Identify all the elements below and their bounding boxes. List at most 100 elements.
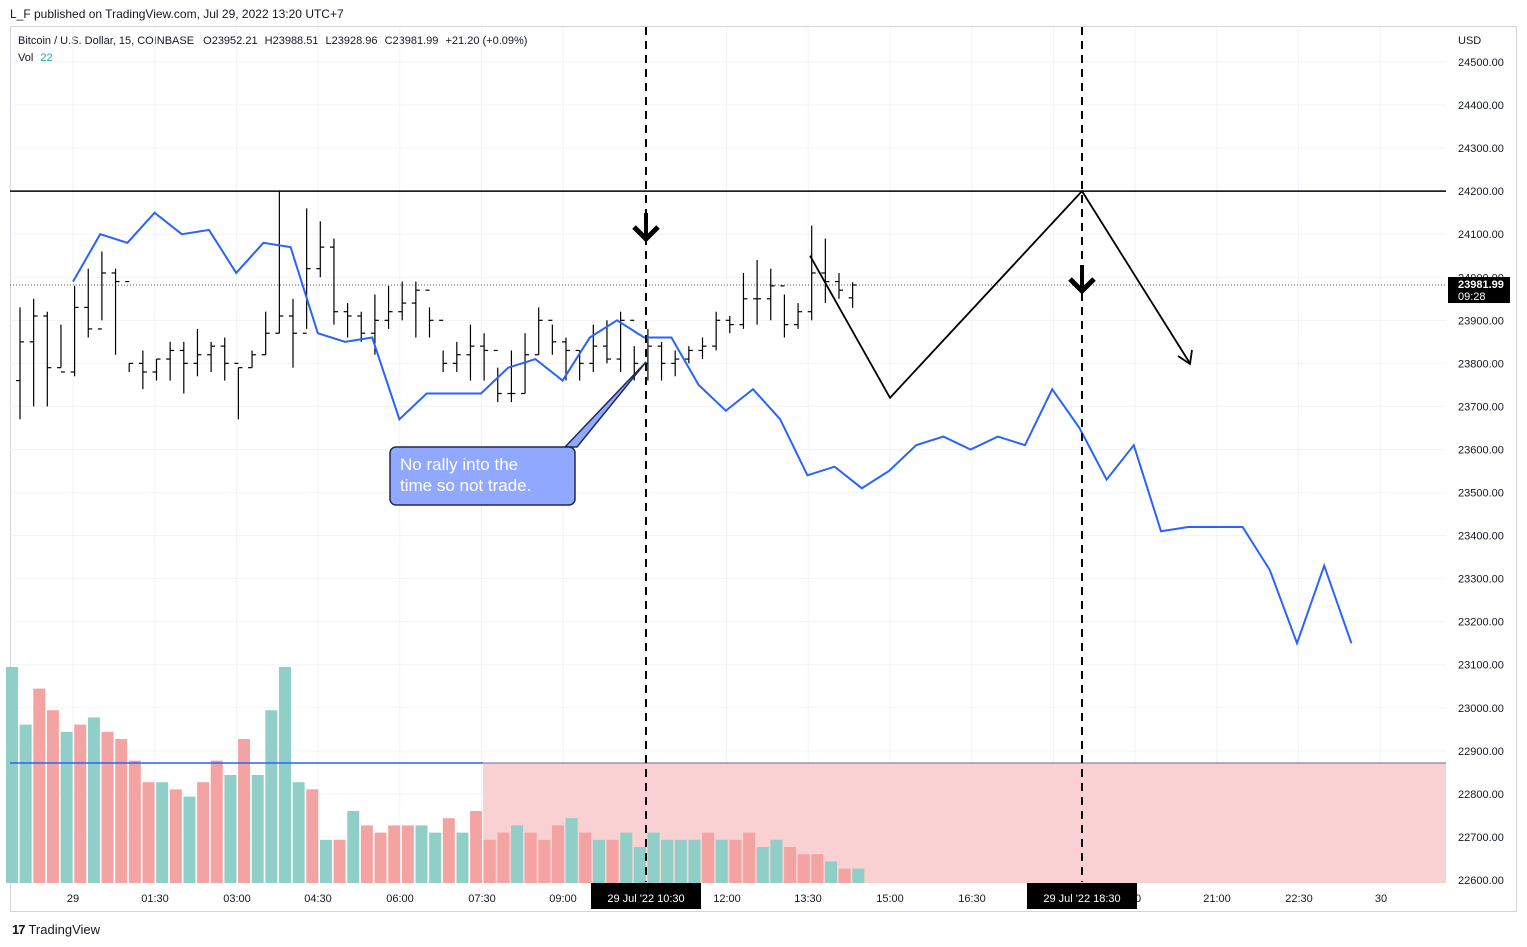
time-tick-label: 15:00: [876, 893, 904, 905]
price-tick-label: 23900.00: [1458, 315, 1504, 327]
volume-bar: [442, 818, 455, 883]
volume-bar: [74, 724, 87, 883]
volume-bar: [156, 782, 169, 883]
volume-bar: [279, 667, 291, 883]
volume-bar: [292, 782, 305, 883]
volume-bar: [19, 724, 32, 883]
price-axis-currency: USD: [1458, 35, 1481, 47]
price-tick-label: 23100.00: [1458, 660, 1504, 672]
price-tick-label: 24400.00: [1458, 100, 1504, 112]
down-arrow-icon: [632, 225, 660, 243]
callout-text-line1: No rally into the: [400, 455, 518, 474]
last-price-value: 23981.99: [1458, 279, 1504, 291]
volume-bar: [87, 717, 100, 883]
volume-bar: [715, 839, 728, 883]
volume-bar: [265, 710, 278, 883]
volume-bar: [347, 811, 360, 883]
time-tick-label: 21:00: [1203, 893, 1231, 905]
volume-bar: [401, 825, 414, 883]
volume-bar: [101, 731, 114, 883]
volume-bar: [238, 739, 251, 883]
price-tick-label: 22700.00: [1458, 832, 1504, 844]
time-highlight-label: 29 Jul '22 10:30: [607, 893, 684, 905]
time-tick-label: 12:00: [713, 893, 741, 905]
volume-bar: [825, 861, 837, 883]
volume-bar: [511, 825, 524, 883]
volume-bar: [251, 775, 264, 883]
volume-bar: [319, 839, 332, 883]
volume-bar: [524, 832, 537, 883]
price-tick-label: 23300.00: [1458, 574, 1504, 586]
volume-bar: [606, 839, 619, 883]
volume-bar: [538, 839, 551, 883]
chart-frame: [10, 26, 1517, 912]
price-tick-label: 23000.00: [1458, 703, 1504, 715]
volume-bar: [688, 839, 701, 883]
volume-bar: [429, 832, 442, 883]
volume-bar: [183, 796, 196, 883]
volume-bar: [633, 847, 646, 883]
header-published: L_F published on TradingView.com, Jul 29…: [10, 7, 344, 21]
volume-bar: [729, 839, 742, 883]
time-tick-label: 30: [1375, 893, 1387, 905]
volume-bar: [470, 811, 483, 883]
down-arrow-icon: [1068, 277, 1096, 295]
volume-bar: [702, 832, 715, 883]
ohlc-bars: [16, 191, 857, 420]
volume-bar: [483, 839, 496, 883]
volume-bars: [6, 667, 865, 883]
price-tick-label: 23400.00: [1458, 531, 1504, 543]
volume-bar: [852, 868, 865, 883]
volume-bar: [415, 825, 428, 883]
last-price-tag: [1448, 277, 1510, 304]
volume-value: 22: [40, 52, 53, 64]
volume-bar: [456, 832, 469, 883]
volume-legend[interactable]: Vol 22: [18, 52, 53, 64]
volume-bar: [142, 782, 155, 883]
volume-bar: [46, 710, 59, 883]
price-tick-label: 24100.00: [1458, 229, 1504, 241]
zigzag-drawing: [809, 189, 1191, 400]
time-tick-label: 03:00: [223, 893, 251, 905]
volume-label: Vol: [18, 52, 34, 64]
volume-bar: [661, 839, 674, 883]
price-tick-label: 23500.00: [1458, 488, 1504, 500]
callout-pointer: [563, 361, 647, 448]
price-axis: USD 24500.00 24400.00 24300.00 24200.00 24100…: [1448, 35, 1510, 887]
volume-bar: [647, 832, 660, 883]
tradingview-logo[interactable]: 17 TradingView: [12, 922, 100, 937]
volume-bar: [797, 854, 810, 883]
time-axis: 29 01:30 03:00 04:30 06:00 07:30 09:00 12:00 13:…: [67, 883, 1387, 909]
volume-bar: [6, 667, 18, 883]
time-tick-label: 04:30: [304, 893, 332, 905]
ohlc-change: +21.20 (+0.09%): [445, 35, 528, 47]
volume-bar: [620, 832, 633, 883]
volume-bar: [811, 854, 824, 883]
ohlc-low: L23928.96: [325, 35, 378, 47]
volume-bar: [388, 825, 401, 883]
price-tick-label: 22800.00: [1458, 789, 1504, 801]
volume-bar: [674, 839, 687, 883]
volume-bar: [592, 839, 605, 883]
callout-box: [389, 446, 576, 506]
volume-bar: [565, 818, 578, 883]
countdown-value: 09:28: [1458, 291, 1486, 303]
price-tick-label: 23600.00: [1458, 444, 1504, 456]
symbol-legend[interactable]: Bitcoin / U.S. Dollar, 15, COINBASE O239…: [18, 35, 527, 47]
volume-bar: [306, 789, 319, 883]
callout-text-line2: time so not trade.: [400, 476, 531, 495]
time-tick-label: 09:00: [549, 893, 577, 905]
tradingview-brand: TradingView: [28, 922, 101, 937]
tradingview-logo-icon: 17: [12, 922, 26, 937]
time-highlight-label: 29 Jul '22 18:30: [1043, 893, 1120, 905]
volume-bar: [128, 760, 141, 883]
volume-bar: [838, 868, 851, 883]
time-tick-label: 16:30: [958, 893, 986, 905]
price-tick-label: 23800.00: [1458, 358, 1504, 370]
volume-bar: [60, 731, 73, 883]
volume-bar: [497, 832, 510, 883]
time-tick-label: 06:00: [386, 893, 414, 905]
time-tick-label: 13:30: [794, 893, 822, 905]
symbol-name: Bitcoin / U.S. Dollar, 15, COINBASE: [18, 35, 195, 47]
